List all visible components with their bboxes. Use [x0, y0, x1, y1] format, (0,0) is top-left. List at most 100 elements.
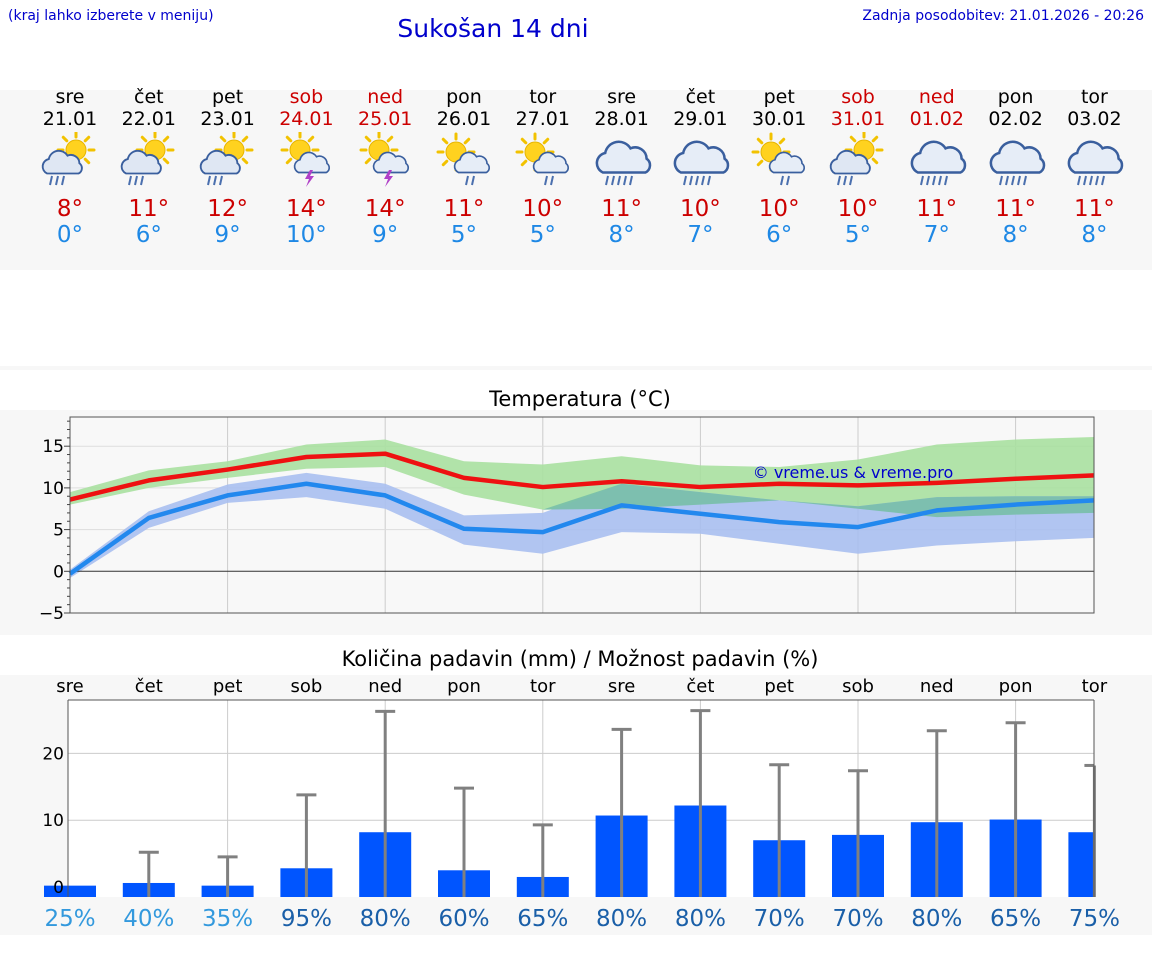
min-temp: 6°: [135, 222, 162, 248]
range-overlap: [70, 467, 1095, 518]
precip-probability: 80%: [596, 906, 647, 932]
watermark: © vreme.us & vreme.pro: [753, 463, 954, 482]
max-temp: 11°: [995, 196, 1036, 222]
temperature-chart-title: Temperatura (°C): [489, 387, 671, 411]
day-forecast: sre 21.01 8° 0°: [30, 86, 110, 248]
sun-cloud-thunder-icon: [359, 132, 410, 187]
precip-day-label: čet: [686, 676, 714, 697]
precip-day-label: sre: [608, 676, 635, 697]
daily-forecast-row: sre 21.01 8° 0° čet 22.01 11° 6° pet 23.01 12° 9° so…: [0, 86, 1152, 256]
precip-day-label: pet: [764, 676, 794, 697]
sun-cloud-rain-icon: [41, 132, 96, 186]
cloud-rain-icon: [989, 140, 1045, 186]
max-temp: 8°: [56, 196, 84, 222]
max-temp: 10°: [758, 196, 800, 222]
precip-day-label: sre: [56, 676, 83, 697]
cloud-rain-icon: [674, 140, 730, 186]
precip-bar: [44, 885, 96, 897]
max-temp-line: [69, 451, 1095, 502]
sun-cloud-rain-icon: [829, 132, 884, 186]
forecast-strip-background: [0, 90, 1152, 270]
day-date: 21.01: [42, 108, 98, 130]
cloud-rain-icon: [910, 140, 967, 186]
max-temp: 11°: [1074, 196, 1115, 222]
cloud-rain-icon: [1068, 140, 1124, 186]
min-temp: 5°: [844, 222, 872, 248]
min-temp: 8°: [1081, 222, 1108, 248]
precip-probability: 60%: [438, 906, 489, 932]
day-date: 25.01: [357, 108, 413, 130]
cloud-rain-icon: [595, 140, 651, 186]
day-name: ned: [918, 86, 955, 108]
min-temp: 8°: [608, 222, 635, 248]
max-temp: 11°: [916, 196, 958, 222]
y-tick-label: −5: [39, 604, 64, 624]
day-forecast: čet 22.01 11° 6°: [109, 86, 189, 248]
precip-day-label: ned: [368, 676, 402, 697]
max-temp: 10°: [522, 196, 564, 222]
max-temp: 11°: [443, 196, 485, 222]
precip-probability: 40%: [123, 906, 174, 932]
precip-probability: 65%: [517, 906, 568, 932]
max-temp: 10°: [680, 196, 721, 222]
min-temp: 0°: [56, 222, 84, 248]
day-name: pet: [211, 86, 244, 108]
precipitation-chart-title: Količina padavin (mm) / Možnost padavin …: [341, 647, 819, 671]
min-temp: 5°: [450, 222, 478, 248]
precip-day-label: tor: [530, 676, 556, 697]
day-name: pet: [763, 86, 795, 108]
precipitation-chart: sre čet pet sob ned pon tor sre čet pet sob ned pon t…: [42, 676, 1120, 932]
day-date: 23.01: [200, 108, 255, 130]
precip-probability: 80%: [911, 906, 962, 932]
precip-probability: 80%: [675, 906, 726, 932]
day-date: 22.01: [121, 108, 176, 130]
day-forecast: sob 24.01 14° 10°: [266, 86, 346, 248]
precip-probability: 65%: [990, 906, 1041, 932]
precip-probability: 35%: [202, 906, 253, 932]
precip-day-label: čet: [135, 676, 163, 697]
day-date: 27.01: [515, 108, 570, 130]
day-forecast: ned 01.02 11° 7°: [897, 86, 977, 248]
y-tick-label: 0: [53, 878, 64, 898]
day-date: 29.01: [673, 108, 728, 130]
precip-day-label: ned: [920, 676, 954, 697]
day-name: pon: [997, 86, 1034, 108]
day-forecast: tor 03.02 11° 8°: [1054, 86, 1134, 248]
divider: [0, 366, 1152, 370]
min-temp: 9°: [372, 222, 399, 248]
precip-probability: 25%: [44, 906, 95, 932]
day-date: 02.02: [988, 108, 1043, 130]
last-update: Zadnja posodobitev: 21.01.2026 - 20:26: [862, 8, 1144, 24]
sun-cloud-rain-icon: [199, 132, 254, 186]
y-tick-label: 20: [42, 744, 64, 764]
y-tick-label: 15: [42, 437, 64, 457]
day-forecast: pet 30.01 10° 6°: [739, 86, 819, 248]
precip-day-label: pon: [447, 676, 481, 697]
precip-day-label: pet: [213, 676, 243, 697]
day-name: sob: [841, 86, 875, 108]
plot-frame: [69, 416, 1095, 614]
day-forecast: pet 23.01 12° 9°: [188, 86, 268, 248]
min-temp: 6°: [766, 222, 793, 248]
day-name: pon: [446, 86, 482, 108]
sun-cloud-rain-icon: [120, 132, 175, 186]
min-temp-line: [68, 481, 1095, 576]
sun-cloud-drizzle-icon: [515, 132, 569, 186]
min-temp: 10°: [286, 222, 327, 248]
day-forecast: čet 29.01 10° 7°: [660, 86, 740, 248]
day-forecast: tor 27.01 10° 5°: [503, 86, 583, 248]
page-title: Sukošan 14 dni: [397, 14, 589, 43]
day-date: 03.02: [1067, 108, 1122, 130]
day-date: 30.01: [751, 108, 807, 130]
max-temp: 10°: [837, 196, 879, 222]
day-name: sre: [55, 86, 85, 108]
precip-day-label: tor: [1082, 676, 1108, 697]
min-temp: 5°: [529, 222, 556, 248]
day-name: tor: [529, 86, 557, 108]
y-tick-label: 10: [42, 479, 64, 499]
day-forecast: sob 31.01 10° 5°: [818, 86, 898, 248]
temperature-chart: −5 0 5 10 15 © vreme.us & vreme.pro: [39, 416, 1095, 624]
precip-day-label: sob: [842, 676, 874, 697]
day-date: 26.01: [436, 108, 492, 130]
day-date: 01.02: [909, 108, 964, 130]
